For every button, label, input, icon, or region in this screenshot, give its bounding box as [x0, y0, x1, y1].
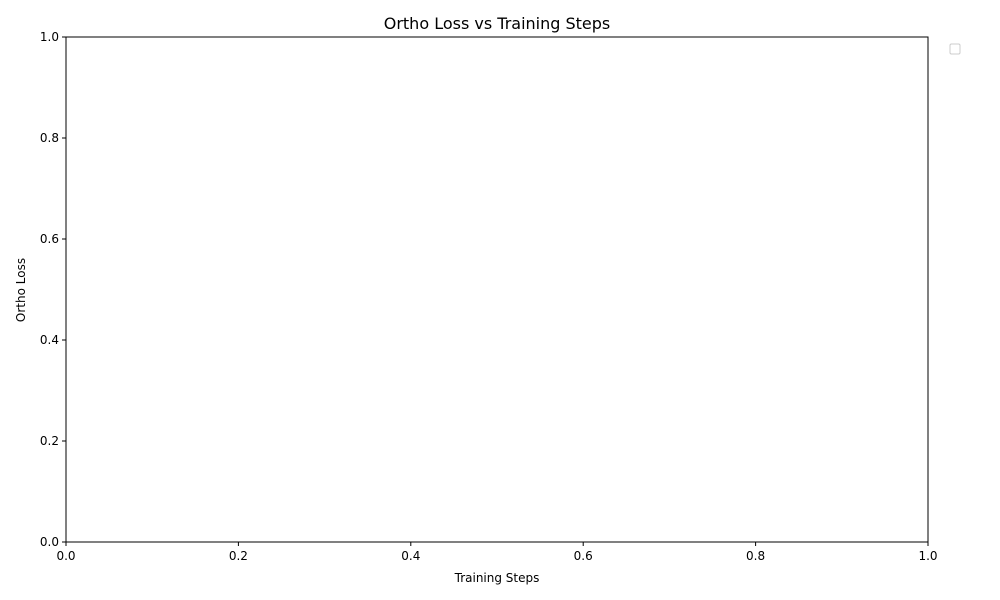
y-tick-label: 0.0 — [40, 535, 59, 549]
x-tick-label: 0.4 — [401, 549, 420, 563]
y-axis-ticks: 0.0 0.2 0.4 0.6 0.8 1.0 — [40, 30, 66, 549]
x-axis-ticks: 0.0 0.2 0.4 0.6 0.8 1.0 — [56, 542, 938, 563]
x-tick-label: 0.6 — [574, 549, 593, 563]
x-axis-label: Training Steps — [454, 571, 540, 585]
x-tick-label: 0.0 — [56, 549, 75, 563]
y-axis-label: Ortho Loss — [14, 258, 28, 322]
x-tick-label: 1.0 — [918, 549, 937, 563]
x-tick-label: 0.2 — [229, 549, 248, 563]
x-tick-label: 0.8 — [746, 549, 765, 563]
y-tick-label: 0.4 — [40, 333, 59, 347]
y-tick-label: 0.6 — [40, 232, 59, 246]
y-tick-label: 0.8 — [40, 131, 59, 145]
y-tick-label: 1.0 — [40, 30, 59, 44]
plot-area — [66, 37, 928, 542]
y-tick-label: 0.2 — [40, 434, 59, 448]
chart-title: Ortho Loss vs Training Steps — [384, 14, 611, 33]
plot-frame — [65, 36, 929, 543]
legend-box — [949, 43, 961, 55]
plot-background — [66, 37, 928, 542]
